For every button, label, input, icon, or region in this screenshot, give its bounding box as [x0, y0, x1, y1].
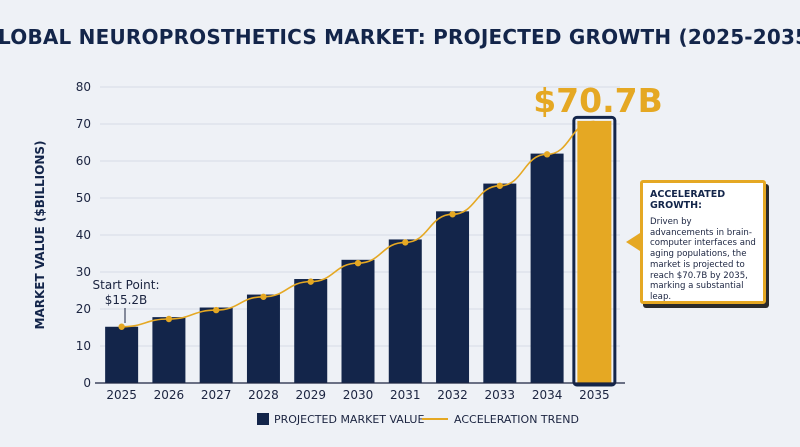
trend-point [354, 259, 362, 267]
x-tick-label: 2035 [579, 388, 610, 402]
y-tick-label: 10 [76, 339, 91, 353]
highlight-bar-outline [572, 115, 617, 387]
y-axis-label: MARKET VALUE ($BILLIONS) [33, 141, 47, 330]
bar-highlighted [577, 120, 612, 384]
x-tick-label: 2031 [390, 388, 421, 402]
x-tick-label: 2033 [485, 388, 516, 402]
y-tick-label: 60 [76, 154, 91, 168]
bar [436, 211, 470, 383]
start-point-label: Start Point: [93, 278, 160, 292]
x-tick-label: 2027 [201, 388, 232, 402]
callout-pointer [626, 233, 640, 251]
trend-point [543, 151, 551, 158]
bar [294, 279, 328, 383]
callout-text: Driven by advancements in brain-computer… [650, 217, 756, 303]
bars [105, 115, 617, 387]
x-tick-label: 2030 [343, 388, 374, 402]
bar [483, 183, 517, 383]
bar [530, 153, 564, 383]
y-tick-label: 80 [76, 80, 91, 94]
x-tick-label: 2032 [437, 388, 468, 402]
y-tick-label: 70 [76, 117, 91, 131]
trend-point [449, 211, 456, 218]
trend-point [260, 293, 267, 300]
trend-point [118, 323, 125, 330]
callout-box: ACCELERATED GROWTH: Driven by advancemen… [640, 180, 766, 304]
trend-point [165, 315, 173, 323]
bar [199, 307, 233, 383]
y-tick-label: 0 [83, 376, 91, 390]
legend-bar-label: PROJECTED MARKET VALUE [274, 413, 424, 426]
bar [105, 326, 139, 383]
y-tick-label: 20 [76, 302, 91, 316]
callout-title: ACCELERATED GROWTH: [650, 189, 726, 211]
y-tick-label: 40 [76, 228, 91, 242]
y-tick-label: 50 [76, 191, 91, 205]
legend-bar-swatch [257, 413, 269, 425]
highlight-value-label: $70.7B [533, 81, 663, 120]
trend-point [402, 239, 409, 246]
x-tick-label: 2034 [532, 388, 563, 402]
x-axis-ticks: 2025 2026 2027 2028 2029 2030 2031 2032 2033 2034… [106, 388, 609, 402]
x-tick-label: 2026 [154, 388, 185, 402]
bar [341, 259, 375, 383]
bar [152, 317, 186, 383]
trend-point [496, 182, 504, 189]
bar [388, 239, 422, 383]
x-tick-label: 2025 [106, 388, 137, 402]
x-tick-label: 2029 [295, 388, 326, 402]
trend-line-path [121, 120, 595, 328]
y-axis-ticks: 0 10 20 30 40 50 60 70 80 [76, 80, 91, 390]
chart-title: GLOBAL NEUROPROSTHETICS MARKET: PROJECTE… [0, 25, 800, 49]
trend-point [307, 278, 314, 285]
y-tick-label: 30 [76, 265, 91, 279]
legend-line-label: ACCELERATION TREND [454, 413, 579, 426]
trend-line [118, 120, 595, 330]
trend-point [212, 306, 220, 314]
start-point-value: $15.2B [105, 293, 148, 307]
x-tick-label: 2028 [248, 388, 279, 402]
bar [246, 294, 280, 383]
